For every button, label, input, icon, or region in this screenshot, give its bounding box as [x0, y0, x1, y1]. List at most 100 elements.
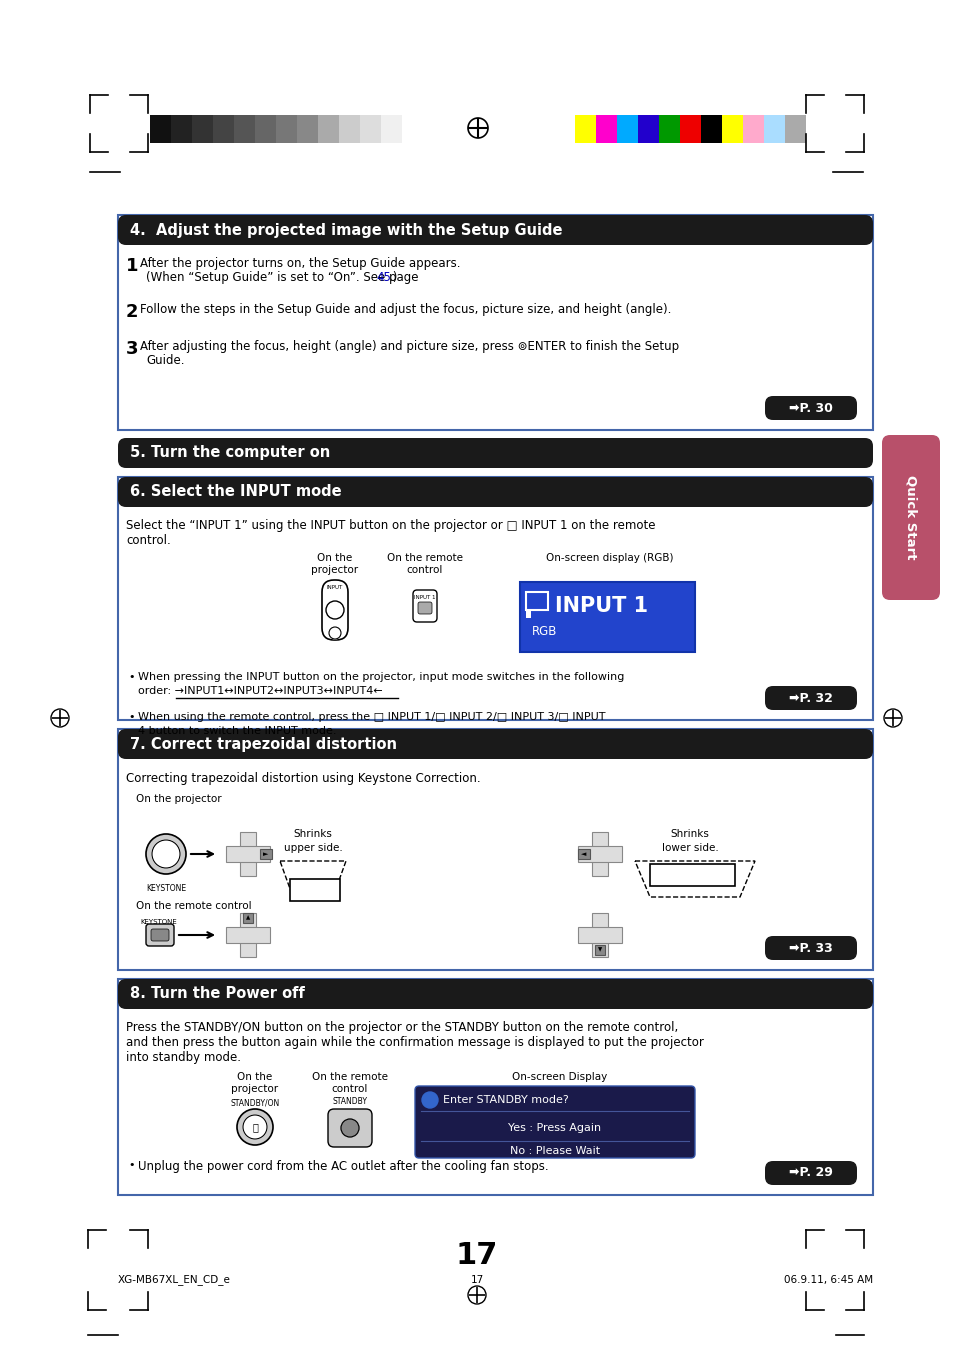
- Circle shape: [152, 840, 180, 867]
- Circle shape: [146, 834, 186, 874]
- FancyBboxPatch shape: [118, 438, 872, 467]
- Circle shape: [243, 1115, 267, 1139]
- Text: ➡P. 32: ➡P. 32: [788, 692, 832, 704]
- Bar: [700, 115, 721, 143]
- Text: On the projector: On the projector: [136, 794, 221, 804]
- Bar: [679, 115, 700, 143]
- Text: 17: 17: [470, 1275, 483, 1285]
- Bar: [578, 846, 621, 862]
- Text: 2: 2: [126, 303, 138, 322]
- Text: INPUT 1: INPUT 1: [555, 596, 647, 616]
- FancyBboxPatch shape: [882, 226, 939, 1146]
- Bar: [596, 115, 617, 143]
- Bar: [260, 848, 272, 859]
- FancyBboxPatch shape: [118, 477, 872, 507]
- Text: Yes : Press Again: Yes : Press Again: [508, 1123, 601, 1133]
- Bar: [763, 115, 784, 143]
- Bar: [595, 944, 604, 955]
- Bar: [118, 979, 872, 1196]
- Text: and then press the button again while the confirmation message is displayed to p: and then press the button again while th…: [126, 1036, 703, 1048]
- Text: STANDBY/ON: STANDBY/ON: [230, 1098, 279, 1108]
- Text: 17: 17: [456, 1240, 497, 1270]
- Bar: [275, 115, 296, 143]
- Text: upper side.: upper side.: [283, 843, 342, 852]
- Text: ►: ►: [263, 851, 269, 857]
- Text: Guide.: Guide.: [146, 354, 184, 367]
- Text: Press the STANDBY/ON button on the projector or the STANDBY button on the remote: Press the STANDBY/ON button on the proje…: [126, 1021, 678, 1034]
- Text: control: control: [332, 1084, 368, 1094]
- Text: Shrinks: Shrinks: [294, 830, 332, 839]
- Text: Quick Start: Quick Start: [903, 476, 917, 559]
- Text: 3: 3: [126, 340, 138, 358]
- Bar: [578, 848, 589, 859]
- FancyBboxPatch shape: [417, 603, 432, 613]
- Text: projector: projector: [232, 1084, 278, 1094]
- Text: On-screen display (RGB): On-screen display (RGB): [546, 553, 673, 563]
- Text: INPUT 1: INPUT 1: [414, 594, 436, 600]
- Bar: [649, 865, 734, 886]
- FancyBboxPatch shape: [764, 936, 856, 961]
- Text: XG-MB67XL_EN_CD_e: XG-MB67XL_EN_CD_e: [118, 1274, 231, 1285]
- Bar: [226, 846, 270, 862]
- Bar: [317, 115, 338, 143]
- FancyBboxPatch shape: [151, 929, 169, 942]
- Bar: [254, 115, 275, 143]
- Bar: [192, 115, 213, 143]
- Bar: [296, 115, 317, 143]
- Text: 5. Turn the computer on: 5. Turn the computer on: [130, 446, 330, 461]
- Text: INPUT: INPUT: [327, 585, 343, 590]
- FancyBboxPatch shape: [764, 396, 856, 420]
- Text: 6. Select the INPUT mode: 6. Select the INPUT mode: [130, 485, 341, 500]
- Text: 4 button to switch the INPUT mode.: 4 button to switch the INPUT mode.: [138, 725, 336, 736]
- FancyBboxPatch shape: [764, 686, 856, 711]
- Text: On-screen Display: On-screen Display: [512, 1071, 607, 1082]
- Bar: [519, 582, 695, 653]
- Text: •: •: [128, 712, 134, 721]
- FancyBboxPatch shape: [415, 1086, 695, 1158]
- Text: After adjusting the focus, height (angle) and picture size, press ⊚ENTER to fini: After adjusting the focus, height (angle…: [140, 340, 679, 353]
- Text: Select the “INPUT 1” using the INPUT button on the projector or □ INPUT 1 on the: Select the “INPUT 1” using the INPUT but…: [126, 519, 655, 532]
- Text: •: •: [128, 671, 134, 682]
- Text: On the remote: On the remote: [387, 553, 462, 563]
- Bar: [240, 913, 255, 957]
- Bar: [359, 115, 380, 143]
- Bar: [338, 115, 359, 143]
- FancyBboxPatch shape: [328, 1109, 372, 1147]
- Text: On the remote control: On the remote control: [136, 901, 252, 911]
- Text: lower side.: lower side.: [661, 843, 718, 852]
- Circle shape: [421, 1092, 437, 1108]
- Text: order: →INPUT1↔INPUT2↔INPUT3↔INPUT4←: order: →INPUT1↔INPUT2↔INPUT3↔INPUT4←: [138, 686, 382, 696]
- Bar: [240, 832, 255, 875]
- Bar: [784, 115, 805, 143]
- Bar: [213, 115, 233, 143]
- Circle shape: [326, 601, 344, 619]
- Bar: [380, 115, 401, 143]
- Text: STANDBY: STANDBY: [333, 1097, 367, 1106]
- Bar: [233, 115, 254, 143]
- Bar: [592, 913, 607, 957]
- FancyBboxPatch shape: [882, 435, 939, 600]
- Text: 06.9.11, 6:45 AM: 06.9.11, 6:45 AM: [783, 1275, 872, 1285]
- Bar: [290, 880, 339, 901]
- FancyBboxPatch shape: [413, 590, 436, 621]
- Bar: [721, 115, 742, 143]
- Text: ➡P. 29: ➡P. 29: [788, 1166, 832, 1179]
- Bar: [118, 215, 872, 430]
- Bar: [592, 832, 607, 875]
- Bar: [118, 730, 872, 970]
- Text: KEYSTONE: KEYSTONE: [146, 884, 186, 893]
- Text: ▼: ▼: [598, 947, 601, 952]
- Text: 8. Turn the Power off: 8. Turn the Power off: [130, 986, 305, 1001]
- Text: When using the remote control, press the □ INPUT 1/□ INPUT 2/□ INPUT 3/□ INPUT: When using the remote control, press the…: [138, 712, 605, 721]
- FancyBboxPatch shape: [118, 215, 872, 245]
- FancyBboxPatch shape: [322, 580, 348, 640]
- Text: ➡P. 30: ➡P. 30: [788, 401, 832, 415]
- Text: •: •: [128, 1161, 134, 1170]
- Text: .): .): [390, 272, 398, 284]
- Text: On the: On the: [237, 1071, 273, 1082]
- Bar: [617, 115, 638, 143]
- Bar: [578, 927, 621, 943]
- Text: (When “Setup Guide” is set to “On”. See page: (When “Setup Guide” is set to “On”. See …: [146, 272, 422, 284]
- Bar: [171, 115, 192, 143]
- Text: control: control: [406, 565, 443, 576]
